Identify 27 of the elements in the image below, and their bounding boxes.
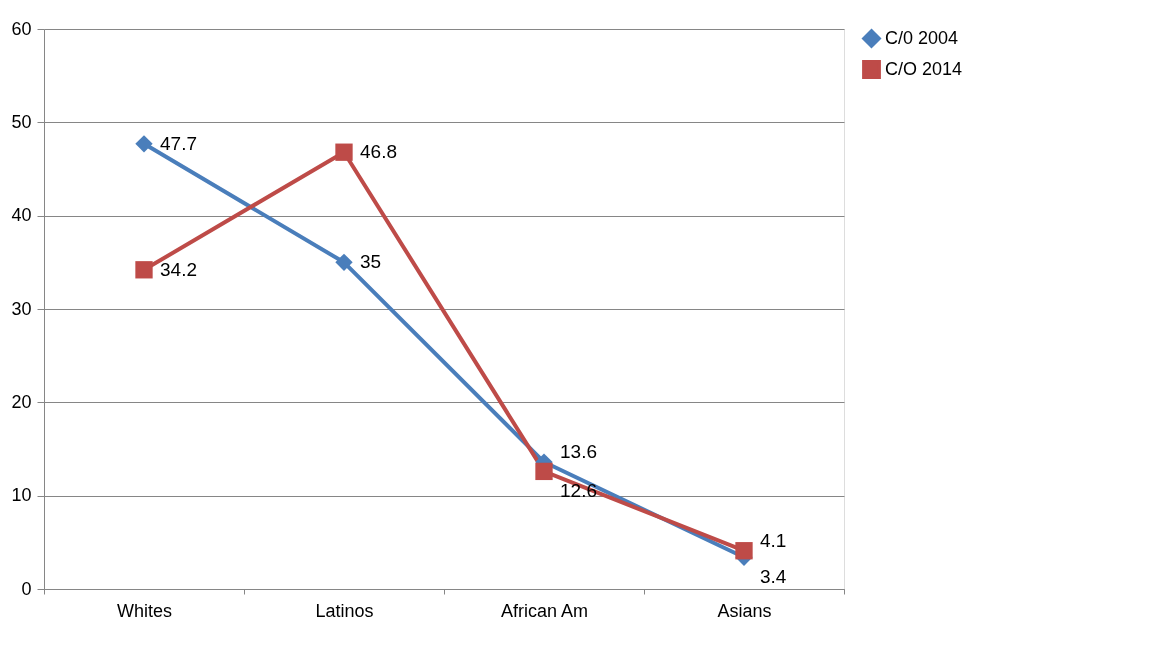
point <box>135 261 153 279</box>
data-label: 3.4 <box>760 566 787 588</box>
point <box>735 542 753 560</box>
point <box>335 143 353 161</box>
data-label: 34.2 <box>160 258 197 280</box>
y-tick-label: 60 <box>11 18 32 39</box>
y-tick-label: 20 <box>11 391 32 412</box>
y-tick-label: 0 <box>21 578 32 599</box>
x-tick-label: African Am <box>500 600 589 621</box>
point <box>535 462 553 481</box>
x-tick-label: Whites <box>116 600 173 621</box>
data-label: 47.7 <box>160 132 197 154</box>
y-tick-label: 30 <box>11 298 32 319</box>
y-tick-label: 50 <box>11 111 32 132</box>
x-tick-label: Latinos <box>315 600 374 621</box>
data-label: 12.6 <box>560 480 597 502</box>
point <box>335 253 353 271</box>
data-label: 13.6 <box>560 441 597 463</box>
data-label: 46.8 <box>360 141 397 163</box>
legend-label: C/0 2004 <box>885 27 959 48</box>
point <box>135 135 153 153</box>
legend-label: C/O 2014 <box>885 58 963 79</box>
y-tick-label: 10 <box>11 485 32 506</box>
data-label: 4.1 <box>760 529 787 551</box>
x-tick-label: Asians <box>717 600 772 621</box>
data-label: 35 <box>360 251 382 273</box>
y-tick-label: 40 <box>11 205 32 226</box>
